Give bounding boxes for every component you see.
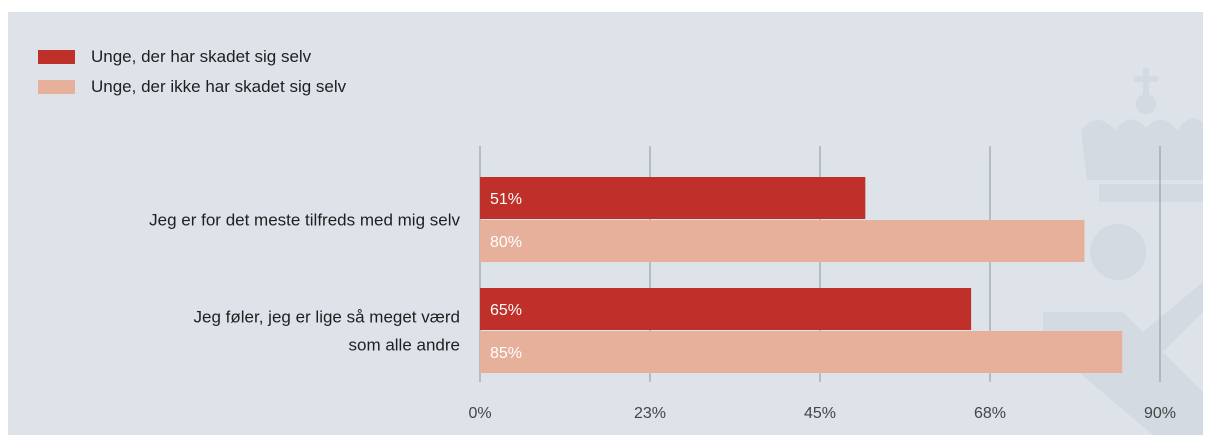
x-tick-label-2: 45%	[804, 405, 836, 422]
chart-panel: Unge, der har skadet sig selv Unge, der …	[8, 12, 1203, 435]
bar-series0-cat0	[480, 177, 866, 219]
bar-label-series1-cat0: 80%	[490, 234, 522, 251]
bar-label-series0-cat1: 65%	[490, 302, 522, 319]
bar-label-series0-cat0: 51%	[490, 191, 522, 208]
legend-item-no-self-harm: Unge, der ikke har skadet sig selv	[38, 72, 346, 102]
bar-chart: 51% 65% 80% 85% Jeg er for det meste tilfred…	[149, 146, 1176, 422]
bar-series1-cat1	[480, 331, 1123, 373]
x-tick-label-0: 0%	[468, 405, 491, 422]
legend-item-self-harm: Unge, der har skadet sig selv	[38, 42, 346, 72]
category-label-0-line-0: Jeg er for det meste tilfreds med mig se…	[149, 211, 460, 230]
bar-series1-cat0	[480, 220, 1085, 262]
category-label-1-line-1: som alle andre	[348, 336, 460, 355]
legend: Unge, der har skadet sig selv Unge, der …	[38, 42, 346, 102]
legend-swatch-no-self-harm	[38, 80, 75, 94]
x-tick-label-1: 23%	[634, 405, 666, 422]
category-label-1-line-0: Jeg føler, jeg er lige så meget værd	[194, 308, 460, 327]
bar-label-series1-cat1: 85%	[490, 345, 522, 362]
legend-label-self-harm: Unge, der har skadet sig selv	[91, 47, 312, 66]
legend-label-no-self-harm: Unge, der ikke har skadet sig selv	[91, 77, 347, 96]
legend-swatch-self-harm	[38, 50, 75, 64]
x-tick-label-4: 90%	[1144, 405, 1176, 422]
bar-series0-cat1	[480, 288, 972, 330]
x-tick-label-3: 68%	[974, 405, 1006, 422]
